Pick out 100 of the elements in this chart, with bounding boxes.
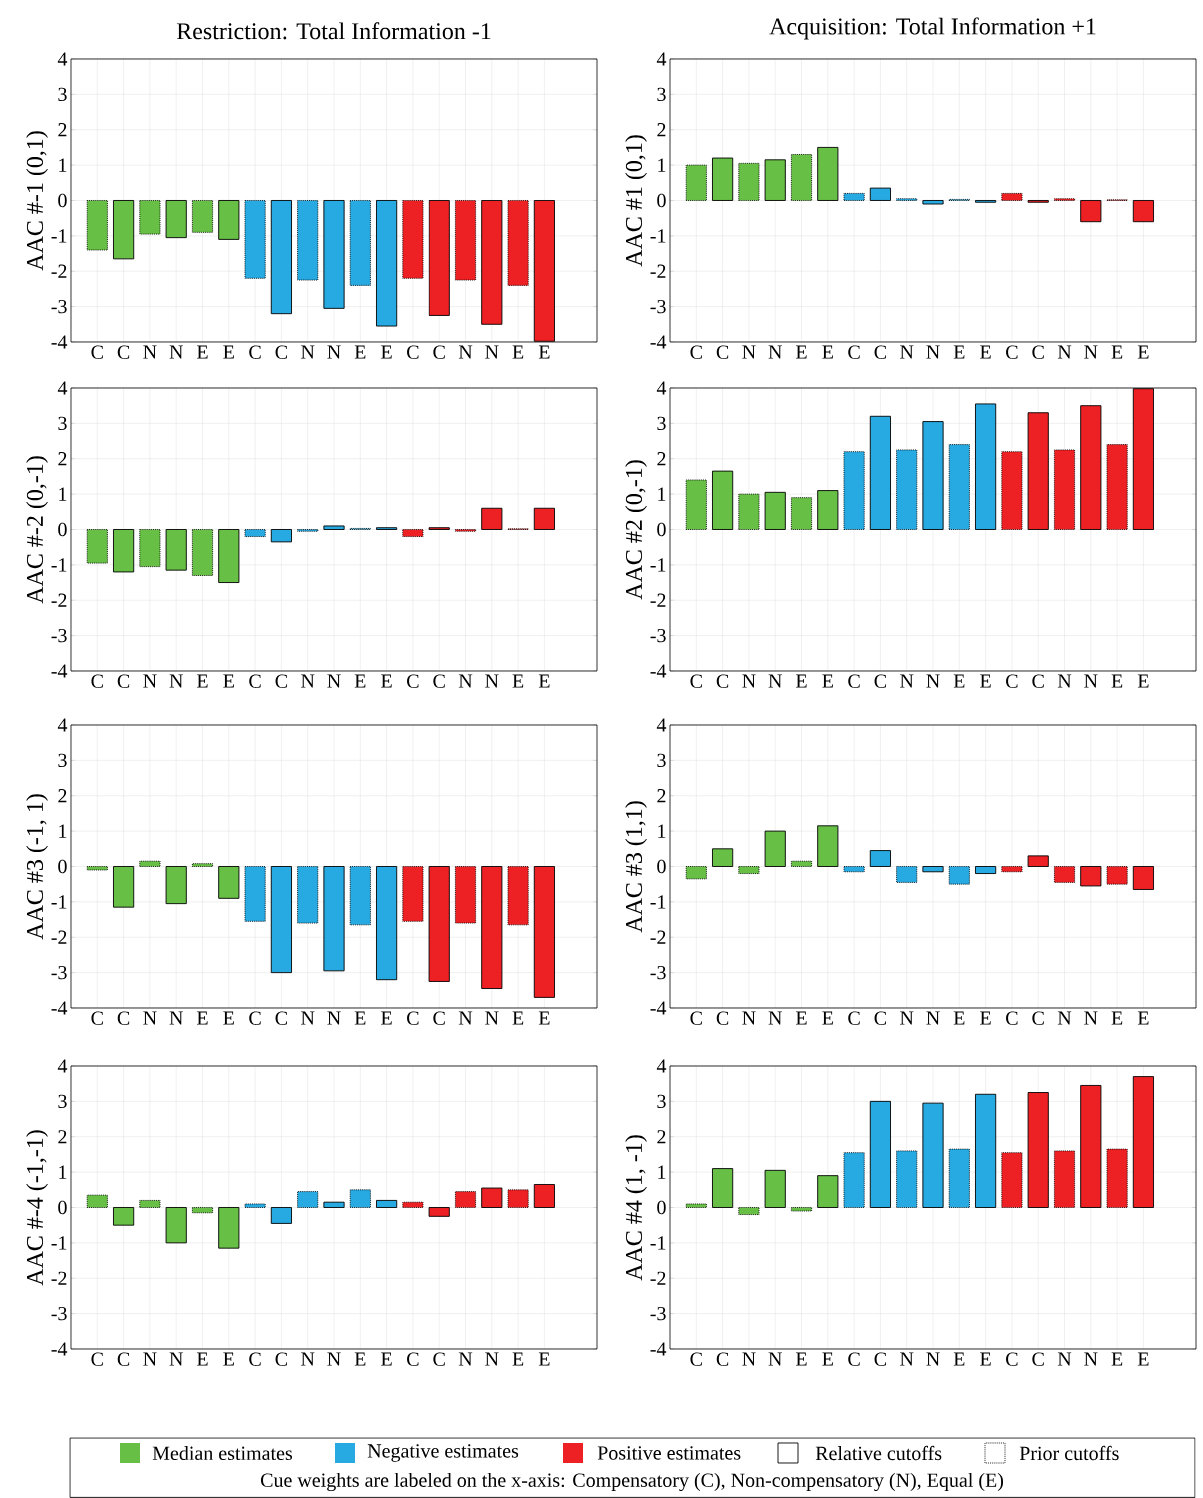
x-tick-label: N	[458, 1352, 473, 1366]
x-tick-label: N	[301, 674, 315, 688]
x-tick-label: E	[512, 1352, 524, 1366]
x-tick-label: C	[690, 1011, 702, 1025]
x-tick-label: E	[953, 345, 965, 359]
bar	[244, 1203, 266, 1208]
y-tick-label: 3	[657, 753, 666, 768]
y-tick-label: -3	[650, 628, 666, 643]
x-tick-label: N	[926, 1011, 940, 1025]
y-tick-label: 2	[58, 1130, 67, 1144]
x-tick-label: N	[1057, 345, 1072, 359]
text: Negative estimates	[367, 1444, 519, 1462]
x-tick-label: E	[822, 674, 833, 688]
y-tick-label: -2	[51, 264, 67, 278]
y-tick-label: -4	[51, 1342, 68, 1356]
y-axis-title: AAC #-4 (-1,-1)	[26, 1130, 48, 1286]
x-tick-label: N	[1084, 674, 1098, 688]
x-tick-label: N	[1084, 1352, 1098, 1366]
bar	[533, 507, 555, 530]
bar	[685, 866, 707, 880]
bar	[975, 403, 997, 530]
x-tick-label: E	[381, 1011, 392, 1025]
y-axis-title: AAC #-2 (0,-1)	[26, 456, 48, 604]
x-tick-label: C	[275, 345, 287, 359]
y-tick-label: 4	[656, 1059, 667, 1073]
y-tick-label: 4	[57, 381, 68, 395]
x-tick-label: C	[117, 1011, 130, 1025]
bar	[323, 525, 345, 530]
chart-title: Restriction: Total Information -1	[176, 22, 491, 40]
bar	[481, 1187, 503, 1208]
x-tick-label: E	[953, 1011, 965, 1025]
x-tick-label: N	[301, 1011, 315, 1025]
x-tick-label: N	[485, 345, 499, 359]
x-tick-label: E	[953, 674, 965, 688]
y-tick-label: 4	[656, 381, 667, 395]
x-tick-label: N	[327, 1011, 341, 1025]
bar	[685, 479, 707, 530]
y-tick-label: 4	[57, 1059, 68, 1073]
y-tick-label: 0	[58, 1200, 67, 1215]
y-tick-label: 2	[657, 1130, 666, 1144]
y-tick-label: 0	[58, 522, 67, 537]
y-tick-label: -1	[650, 1236, 666, 1250]
x-tick-label: E	[1111, 345, 1123, 359]
x-tick-label: N	[301, 1352, 315, 1366]
y-tick-label: -2	[51, 593, 67, 607]
y-tick-label: 0	[657, 1200, 666, 1215]
x-tick-label: N	[900, 674, 914, 688]
y-tick-label: -2	[650, 264, 666, 278]
y-tick-label: -3	[650, 1306, 666, 1321]
x-tick-label: E	[223, 345, 234, 359]
bar	[817, 146, 839, 201]
y-tick-label: -3	[650, 965, 666, 980]
y-tick-label: 1	[59, 158, 67, 172]
x-tick-label: E	[538, 1011, 550, 1025]
bar	[738, 1207, 760, 1216]
bar	[843, 451, 865, 530]
x-tick-label: E	[196, 1352, 208, 1366]
y-tick-label: -4	[51, 1001, 68, 1015]
x-tick-label: C	[249, 1352, 261, 1366]
x-tick-label: N	[900, 1011, 914, 1025]
y-tick-label: 3	[58, 87, 67, 102]
bar	[165, 1207, 187, 1244]
y-tick-label: 3	[58, 753, 67, 768]
chart-title: Acquisition: Total Information +1	[769, 17, 1096, 40]
bar	[738, 866, 760, 875]
x-tick-label: E	[822, 1011, 833, 1025]
y-axis-title: AAC #-1 (0,1)	[26, 131, 48, 271]
y-tick-label: 0	[58, 193, 67, 208]
x-tick-label: E	[538, 674, 550, 688]
y-tick-label: -3	[51, 1306, 67, 1321]
x-tick-label: C	[848, 1011, 860, 1025]
x-tick-label: C	[91, 345, 103, 359]
x-tick-label: C	[1032, 1352, 1044, 1366]
x-tick-label: E	[1111, 1011, 1123, 1025]
x-tick-label: C	[117, 345, 130, 359]
x-tick-label: N	[169, 674, 183, 688]
x-tick-label: C	[91, 1352, 103, 1366]
y-tick-label: 4	[656, 718, 667, 732]
x-tick-label: C	[1006, 345, 1018, 359]
x-tick-label: E	[223, 1011, 234, 1025]
x-tick-label: N	[768, 1352, 782, 1366]
x-tick-label: N	[327, 345, 341, 359]
x-tick-label: C	[848, 674, 860, 688]
x-tick-label: N	[926, 674, 940, 688]
bar	[139, 529, 161, 568]
y-tick-label: 1	[658, 158, 666, 172]
y-tick-label: 1	[59, 487, 67, 501]
x-tick-label: N	[768, 1011, 782, 1025]
bar	[869, 850, 891, 867]
y-tick-label: -4	[650, 1001, 667, 1015]
bar	[869, 187, 891, 201]
y-tick-label: -2	[650, 593, 666, 607]
x-tick-label: C	[874, 1352, 886, 1366]
y-tick-label: 2	[58, 789, 67, 803]
y-tick-label: 1	[658, 487, 666, 501]
y-tick-label: -4	[650, 1342, 667, 1356]
x-tick-label: N	[768, 674, 782, 688]
bar	[1080, 200, 1102, 223]
y-tick-label: 0	[657, 193, 666, 208]
bar	[1027, 855, 1049, 867]
